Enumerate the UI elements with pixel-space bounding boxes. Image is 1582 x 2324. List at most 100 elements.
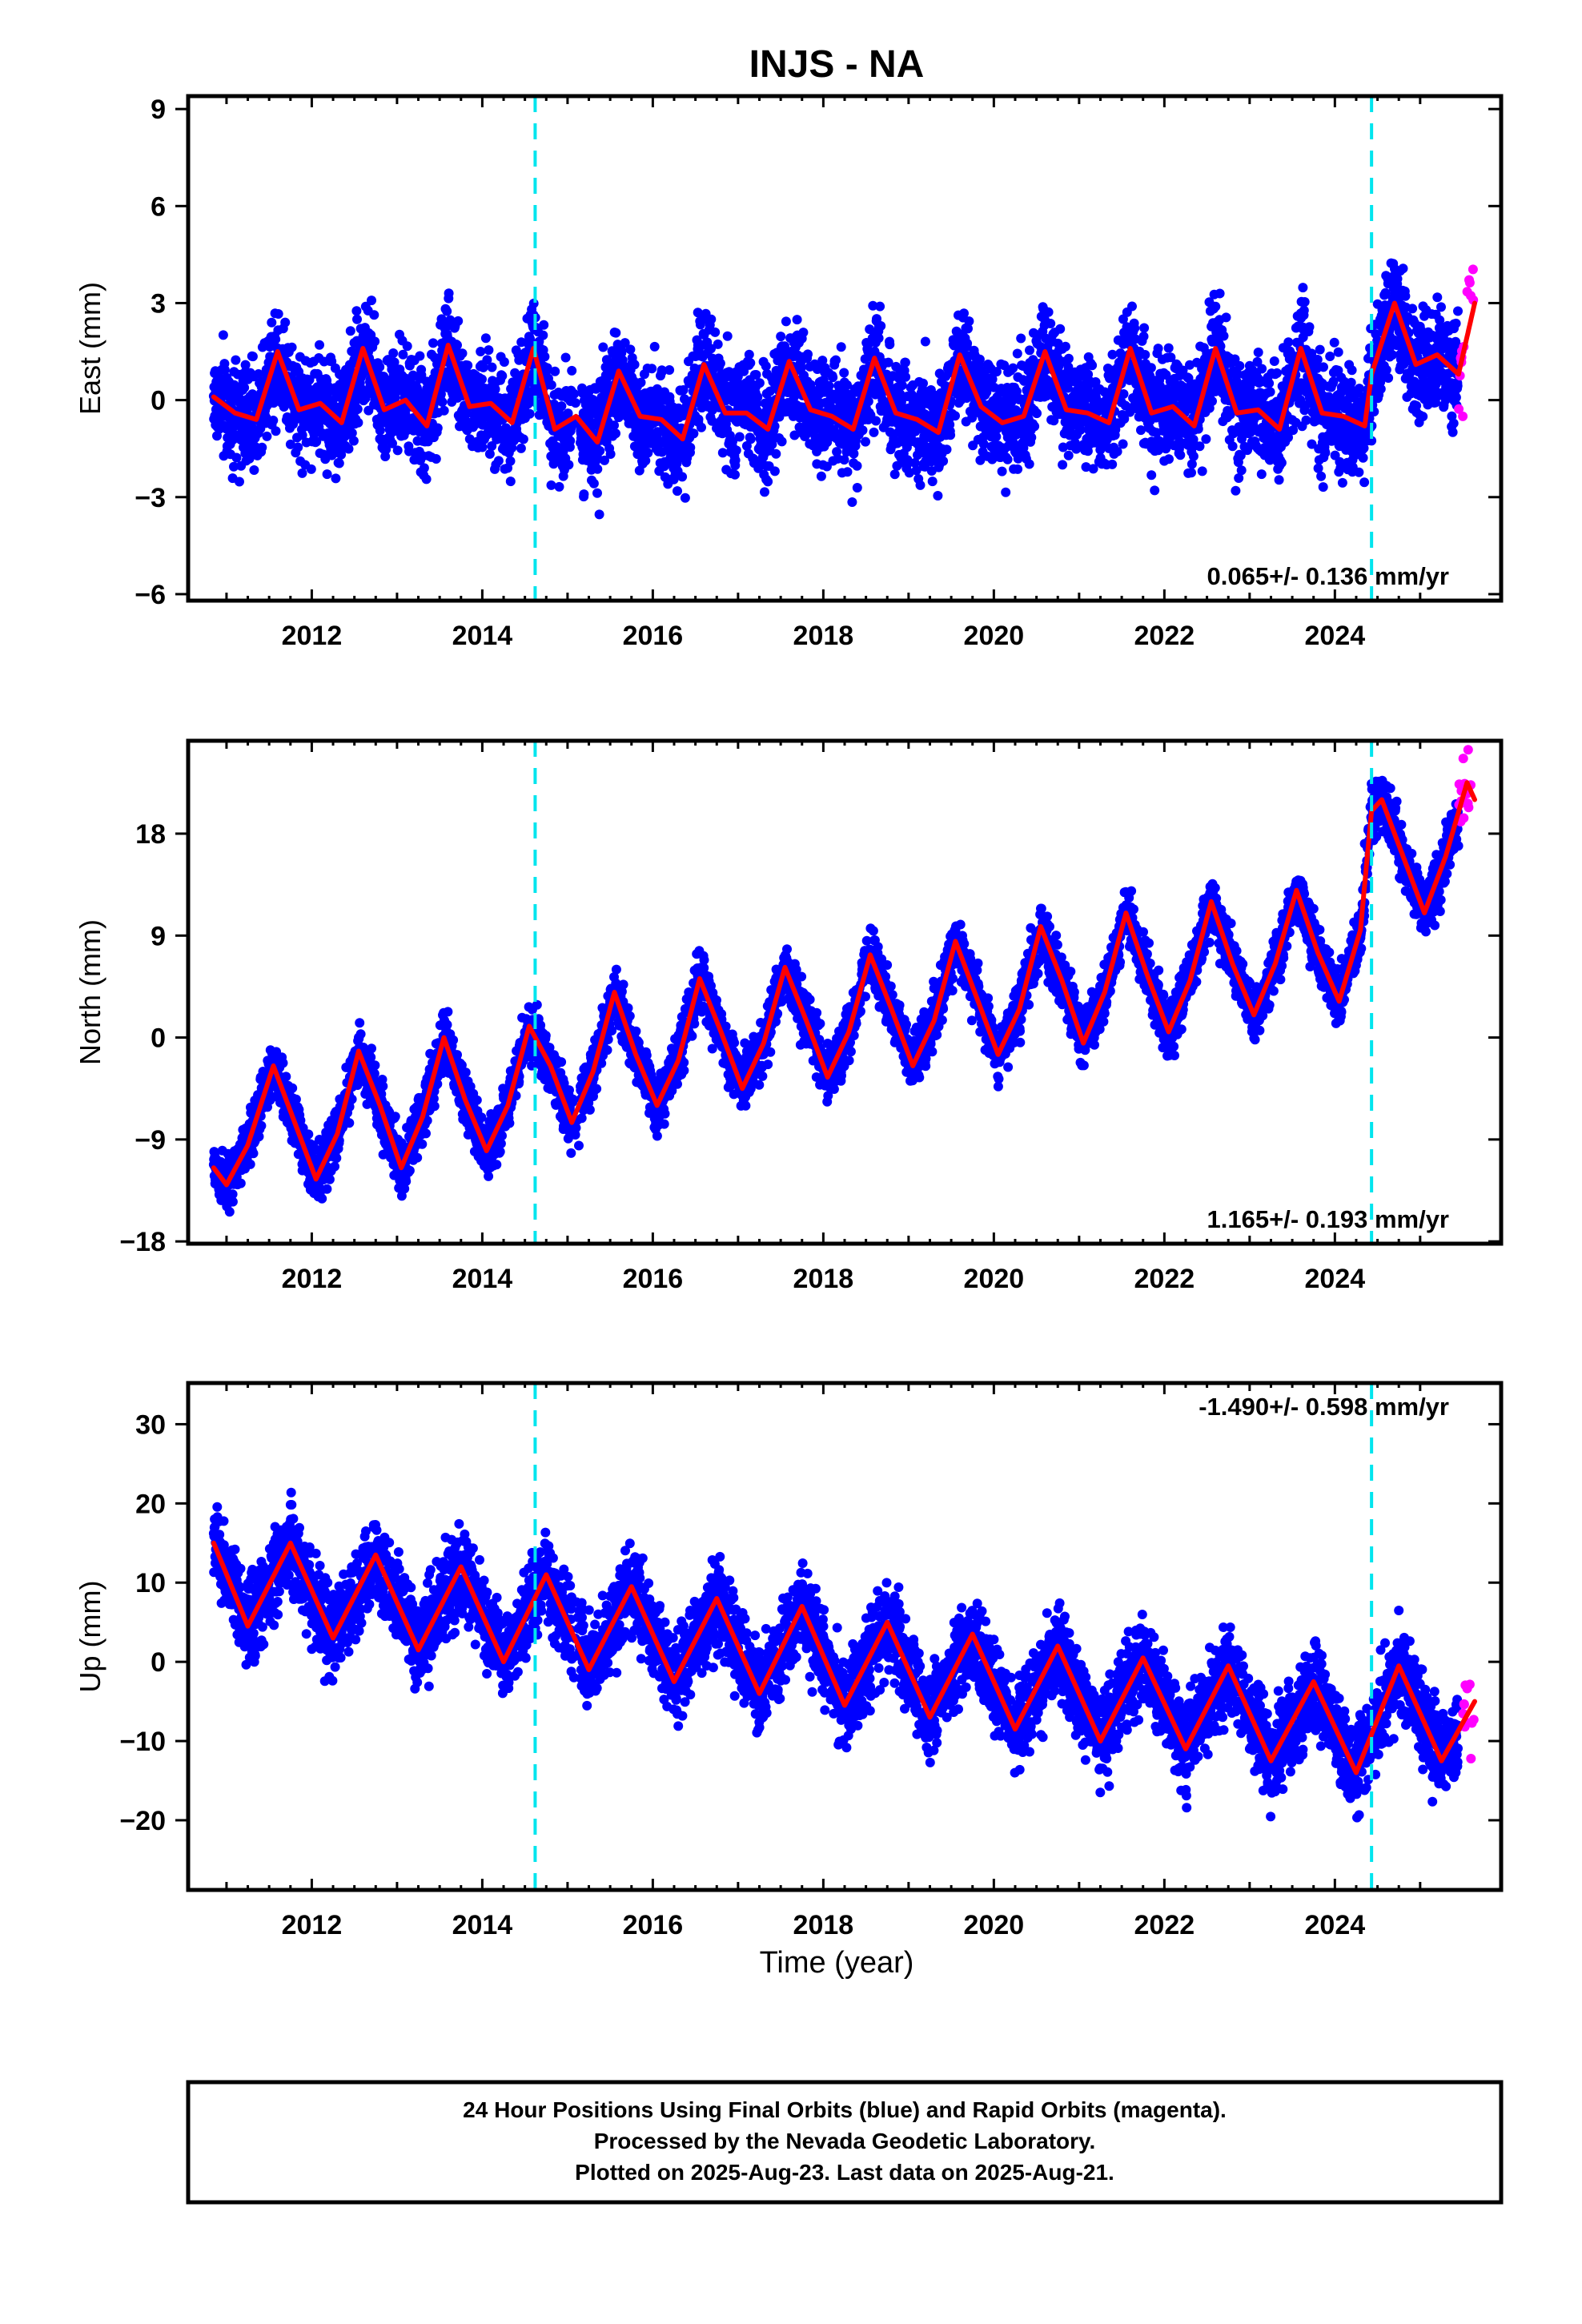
final-point: [229, 461, 239, 472]
final-point: [369, 310, 379, 320]
final-point: [457, 348, 468, 359]
final-point: [1354, 384, 1364, 394]
final-point: [828, 372, 838, 383]
final-point: [927, 476, 938, 487]
final-point: [1024, 459, 1034, 469]
panel-east: 2012 2014 2016 2018 2020 2022 2024−6−30369East…: [74, 94, 1504, 651]
series-final-orbits-east: [208, 258, 1464, 520]
final-point: [353, 417, 363, 428]
final-point: [293, 442, 303, 452]
final-point: [1375, 384, 1386, 394]
final-point: [588, 478, 599, 489]
final-point: [415, 351, 425, 361]
final-point: [247, 352, 258, 362]
final-point: [1140, 350, 1150, 360]
final-point: [550, 366, 560, 376]
final-point: [665, 365, 675, 375]
final-point: [253, 369, 263, 379]
final-point: [731, 445, 741, 456]
final-point: [392, 445, 403, 456]
final-point: [524, 408, 535, 419]
final-point: [598, 342, 608, 352]
final-point: [677, 472, 688, 482]
final-point: [715, 358, 725, 368]
final-point: [303, 383, 313, 393]
final-point: [249, 465, 259, 475]
final-point: [542, 363, 552, 373]
final-point: [477, 420, 488, 430]
final-point: [595, 446, 605, 456]
final-point: [419, 463, 429, 473]
final-point: [462, 408, 472, 419]
final-point: [505, 476, 516, 487]
final-point: [1315, 344, 1325, 355]
final-point: [518, 434, 528, 444]
final-point: [1008, 363, 1018, 373]
final-point: [1272, 368, 1282, 378]
final-point: [609, 420, 619, 431]
final-point: [946, 430, 956, 440]
final-point: [375, 425, 385, 436]
final-point: [1030, 421, 1040, 432]
final-point: [565, 436, 576, 446]
final-point: [897, 380, 907, 391]
final-point: [1301, 415, 1311, 425]
final-point: [389, 357, 400, 368]
final-point: [1153, 344, 1163, 354]
plot-area-east: [208, 258, 1479, 520]
final-point: [798, 328, 809, 338]
final-point: [331, 473, 341, 484]
final-point: [1337, 477, 1347, 488]
final-point: [839, 368, 849, 378]
final-point: [938, 456, 949, 466]
final-point: [463, 360, 473, 371]
final-point: [273, 309, 283, 319]
final-point: [962, 338, 973, 348]
final-point: [1211, 301, 1221, 312]
final-point: [1055, 324, 1066, 334]
final-point: [367, 296, 376, 306]
final-point: [1138, 332, 1149, 342]
final-point: [1359, 477, 1370, 488]
final-point: [1063, 353, 1074, 364]
final-point: [1150, 485, 1160, 496]
final-point: [620, 338, 630, 348]
final-point: [915, 480, 926, 490]
final-point: [347, 428, 357, 438]
final-point: [852, 460, 862, 471]
final-point: [1329, 337, 1339, 348]
final-point: [567, 365, 577, 376]
final-point: [297, 468, 307, 478]
final-point: [1063, 450, 1074, 460]
final-point: [964, 316, 974, 327]
final-point: [554, 481, 564, 492]
final-point: [873, 333, 884, 344]
final-point: [643, 448, 653, 458]
final-point: [629, 360, 640, 370]
final-point: [959, 308, 969, 319]
final-point: [570, 398, 580, 408]
final-point: [792, 315, 802, 325]
final-point: [754, 378, 765, 388]
final-point: [824, 380, 834, 391]
final-point: [218, 330, 228, 340]
final-point: [546, 480, 556, 490]
final-point: [647, 364, 657, 374]
final-point: [781, 316, 791, 327]
final-point: [239, 383, 250, 393]
final-point: [1358, 452, 1368, 463]
final-point: [381, 444, 391, 455]
final-point: [569, 388, 580, 399]
final-point: [1257, 364, 1267, 374]
final-point: [600, 455, 609, 465]
final-point: [605, 449, 616, 459]
final-point: [402, 341, 412, 352]
final-point: [484, 448, 495, 459]
final-point: [345, 326, 355, 336]
final-point: [352, 404, 363, 414]
final-point: [343, 444, 354, 454]
final-point: [1025, 345, 1034, 356]
final-point: [437, 397, 448, 407]
final-point: [1231, 485, 1241, 496]
